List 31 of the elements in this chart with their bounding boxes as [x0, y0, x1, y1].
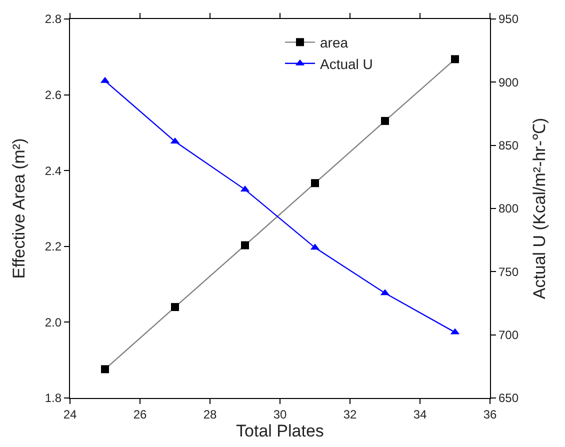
x-axis-title: Total Plates — [236, 422, 324, 440]
y2-tick-label: 900 — [498, 75, 519, 90]
y2-tick-label: 650 — [498, 391, 519, 406]
y2-tick-label: 800 — [498, 202, 519, 216]
x-tick-label: 26 — [133, 408, 147, 422]
x-tick-label: 36 — [483, 408, 497, 422]
point — [171, 303, 179, 312]
legend-label: area — [320, 34, 348, 51]
x-tick-label: 30 — [273, 408, 287, 422]
point — [311, 179, 319, 188]
y2-tick-label: 700 — [498, 328, 519, 342]
point — [451, 55, 459, 64]
y-tick-label: 2.2 — [44, 240, 62, 254]
y-tick-label: 1.8 — [44, 391, 62, 406]
y2-tick-label: 850 — [498, 138, 519, 153]
x-tick-label: 24 — [63, 408, 77, 422]
x-tick-label: 28 — [203, 408, 217, 422]
point — [101, 365, 109, 374]
y-tick-label: 2.6 — [44, 88, 62, 102]
y2-tick-label: 950 — [498, 12, 519, 26]
point — [381, 116, 389, 125]
y-tick-label: 2.8 — [44, 12, 62, 26]
y-tick-label: 2.0 — [44, 315, 62, 330]
x-tick-label: 34 — [413, 408, 427, 422]
y2-tick-label: 750 — [498, 264, 519, 279]
y-axis-title: Effective Area (m²) — [9, 138, 28, 279]
point — [241, 241, 249, 250]
x-tick-label: 32 — [343, 408, 357, 422]
legend-label: Actual U — [320, 56, 373, 72]
y2-axis-title: Actual U (Kcal/m²-hr-℃) — [530, 118, 550, 300]
y-tick-label: 2.4 — [44, 164, 62, 178]
